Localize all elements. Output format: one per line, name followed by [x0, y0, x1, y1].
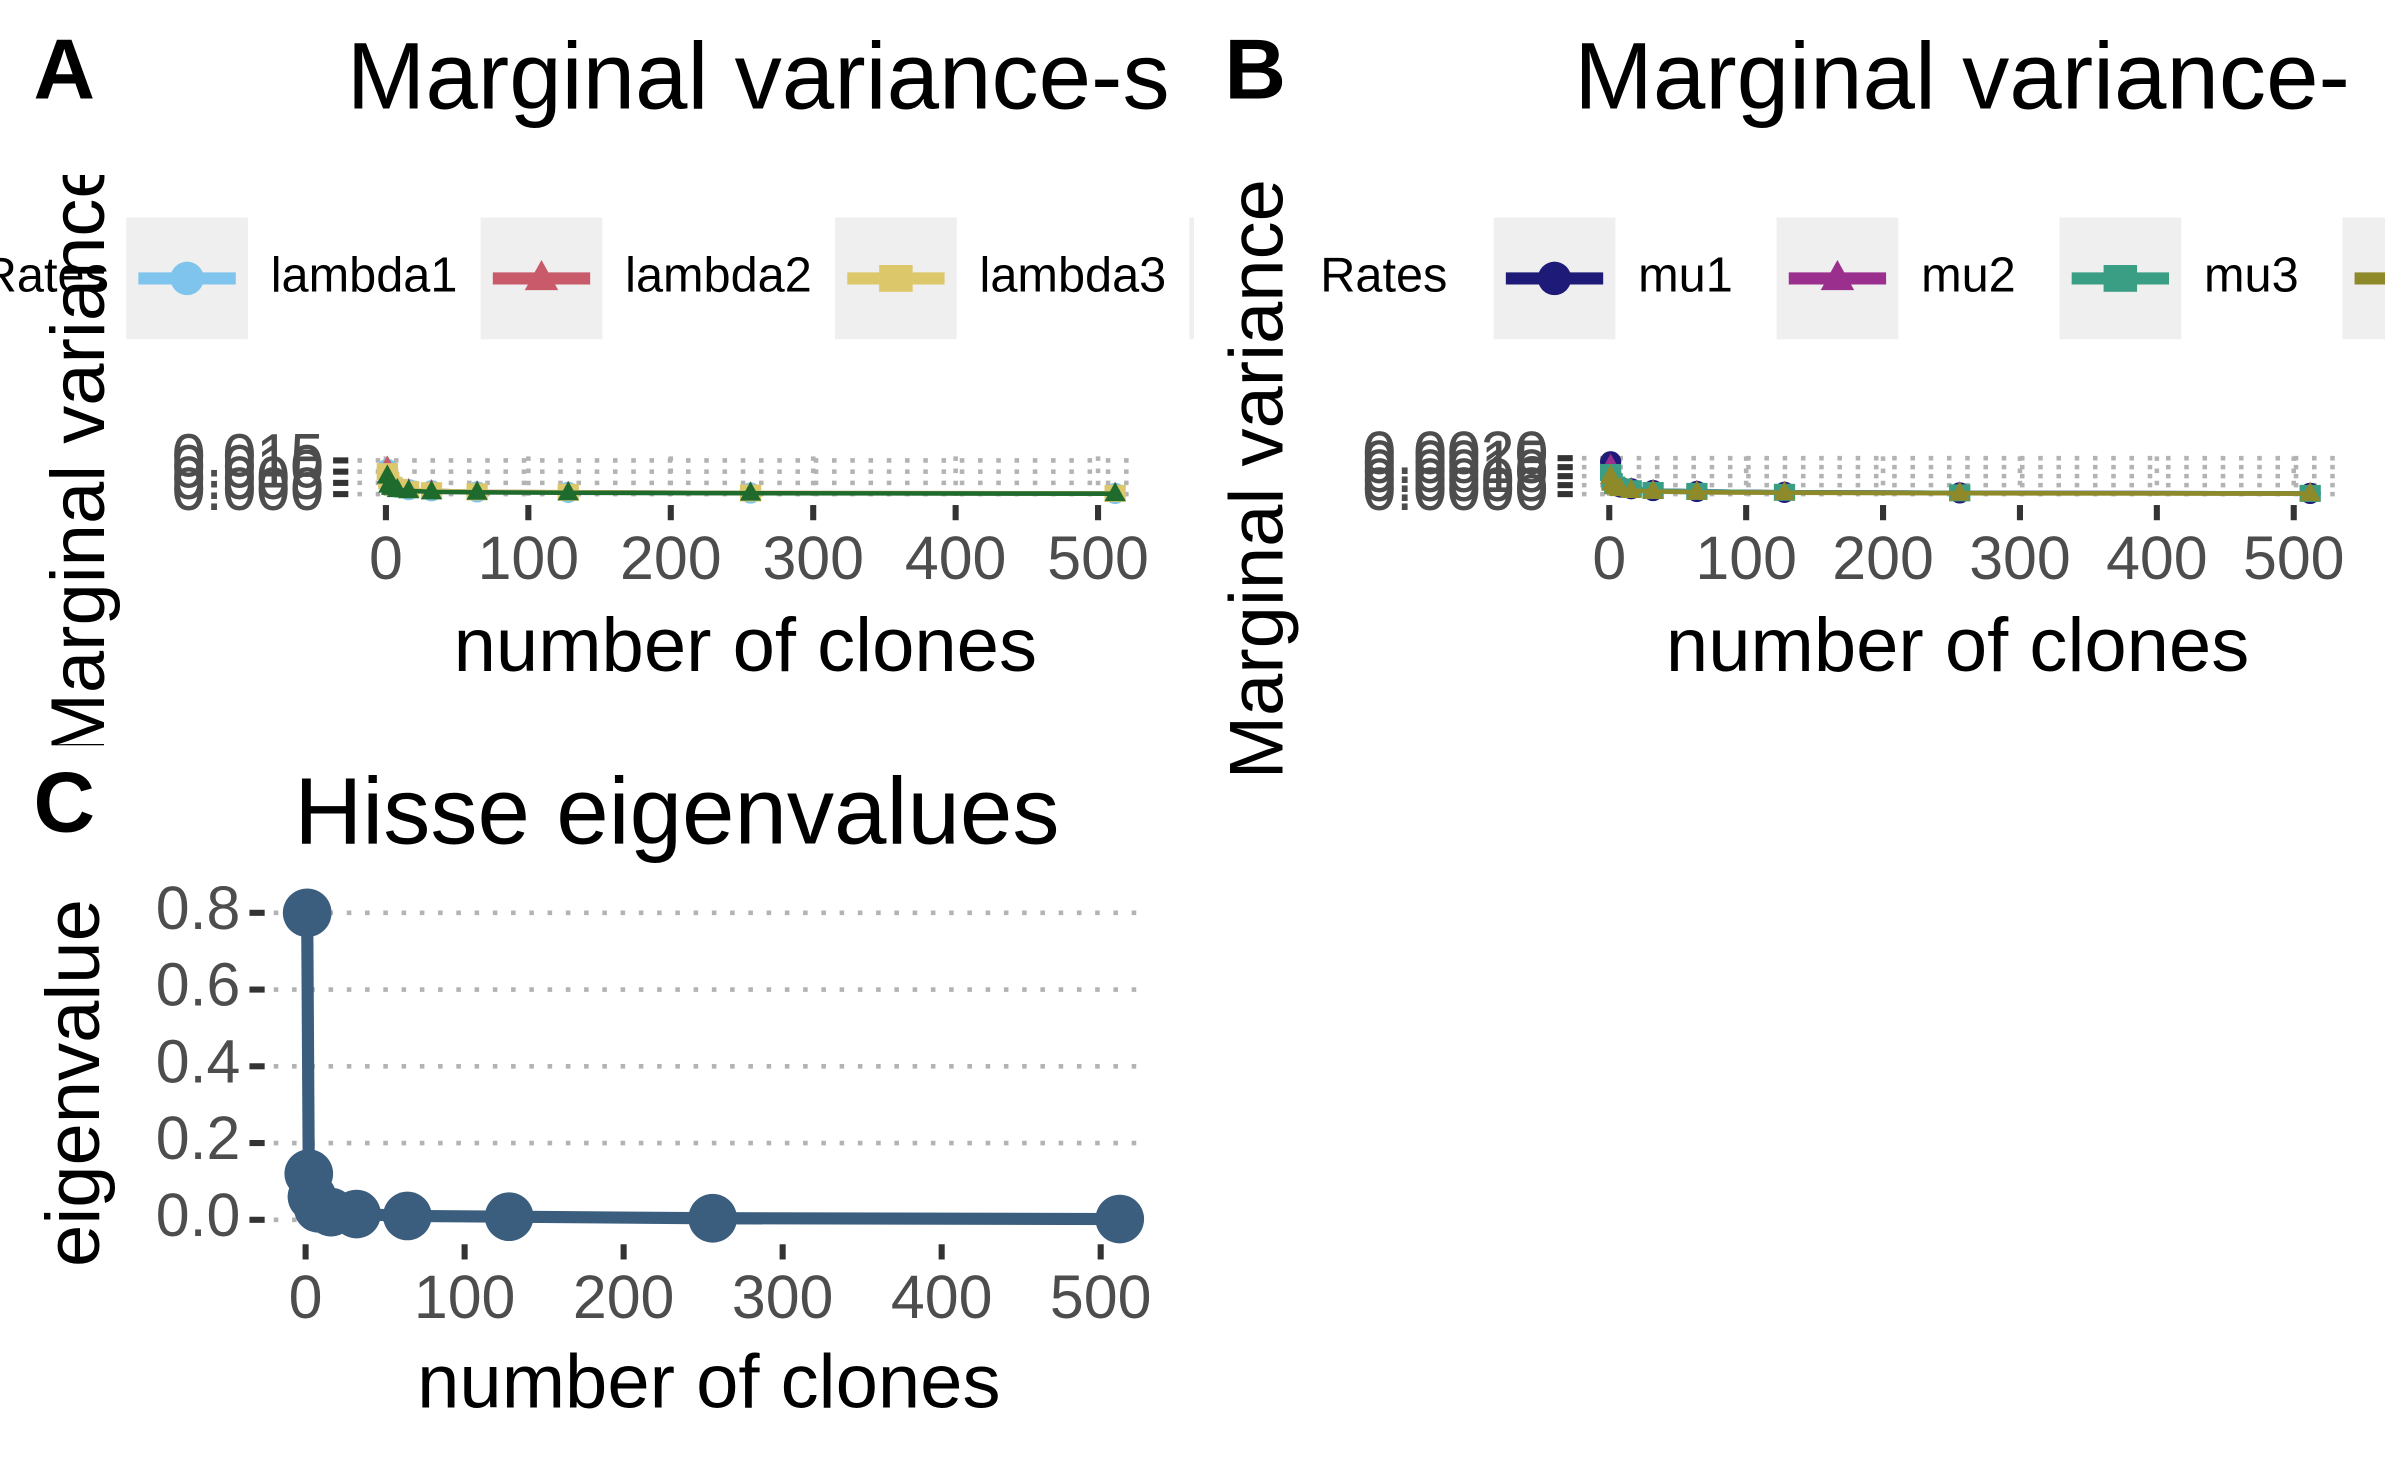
y-tick-label: 0.0020 — [1362, 419, 1548, 487]
legend-label: mu2 — [1921, 248, 2016, 302]
marker — [1949, 481, 1971, 501]
y-tick-label: 0.0010 — [1362, 437, 1548, 505]
x-tick-label: 100 — [1695, 524, 1796, 592]
y-tick-label: 0.015 — [172, 421, 324, 489]
chart-title: Marginal variance- — [1574, 24, 2350, 129]
marker — [1620, 478, 1642, 498]
legend-marker — [879, 265, 913, 292]
x-axis-label: number of clones — [454, 603, 1037, 688]
y-label-clip: Marginal variance — [36, 156, 121, 756]
legend-marker — [524, 260, 559, 291]
x-tick-label: 400 — [905, 524, 1007, 592]
x-tick-label: 500 — [1047, 524, 1149, 592]
y-tick-label: 0.0000 — [1362, 455, 1548, 523]
legend-label: lambda2 — [625, 248, 812, 302]
marker — [282, 888, 332, 938]
marker — [1095, 1194, 1145, 1244]
panel: B Marginal variance- Marginal variance numb… — [1215, 23, 2385, 779]
x-axis-label: number of clones — [417, 1339, 1000, 1424]
legend-marker — [1537, 261, 1572, 296]
x-tick-label: 0 — [1592, 524, 1626, 592]
x-axis-label: number of clones — [1666, 603, 2249, 688]
x-tick-label: 100 — [414, 1263, 516, 1331]
x-tick-label: 300 — [1969, 524, 2070, 592]
y-tick-label: 0.6 — [156, 951, 241, 1019]
legend-marker — [170, 261, 204, 296]
x-tick-label: 400 — [2106, 524, 2208, 592]
legend-label: mu3 — [2204, 248, 2299, 302]
legend-label: lambda1 — [271, 248, 458, 302]
x-tick-label: 300 — [762, 524, 864, 592]
x-tick-label: 200 — [573, 1263, 675, 1331]
legend-title: Rates — [1320, 248, 1447, 302]
marker — [1642, 479, 1664, 499]
marker — [688, 1193, 738, 1243]
x-tick-label: 500 — [1050, 1263, 1152, 1331]
y-tick-label: 0.0005 — [1362, 446, 1548, 514]
x-tick-label: 100 — [478, 524, 580, 592]
legend-title: Rates — [0, 248, 109, 302]
marker — [466, 480, 488, 500]
marker — [557, 481, 579, 501]
y-tick-label: 0.0015 — [1362, 428, 1548, 496]
marker — [1686, 480, 1708, 500]
y-tick-label: 0.8 — [156, 874, 241, 942]
chart-title: Hisse eigenvalues — [294, 758, 1059, 863]
marker — [2299, 481, 2321, 502]
y-axis-label: Marginal variance — [36, 156, 121, 756]
chart-title: Marginal variance-s — [347, 24, 1170, 129]
marker — [484, 1192, 534, 1242]
x-tick-label: 0 — [369, 524, 403, 592]
x-tick-label: 300 — [732, 1263, 834, 1331]
x-tick-label: 500 — [2243, 524, 2344, 592]
marker — [383, 1191, 432, 1241]
x-tick-label: 200 — [620, 524, 722, 592]
panel-letter: A — [33, 23, 94, 118]
marker — [420, 480, 443, 500]
y-tick-label: 0.000 — [172, 455, 324, 523]
y-tick-label: 0.005 — [172, 444, 324, 512]
legend-label: mu1 — [1638, 248, 1733, 302]
panel: A Marginal variance-s Marginal variance num… — [0, 23, 1195, 756]
y-tick-label: 0.2 — [156, 1104, 241, 1172]
legend-marker — [2103, 265, 2138, 292]
marker — [1104, 481, 1126, 502]
y-axis-label: Marginal variance — [1215, 179, 1300, 779]
y-tick-label: 0.4 — [156, 1027, 241, 1095]
panel-letter: C — [33, 756, 94, 851]
y-tick-label: 0.010 — [172, 433, 324, 501]
x-tick-label: 200 — [1832, 524, 1933, 592]
marker — [1773, 480, 1796, 501]
marker — [739, 481, 762, 501]
legend-marker — [1820, 260, 1855, 291]
panel-letter: B — [1224, 23, 1285, 118]
marker — [398, 479, 420, 499]
marker — [332, 1189, 381, 1239]
panel: C Hisse eigenvalues eigenvalue number of cl… — [31, 756, 1151, 1425]
legend-key-bg — [1189, 217, 1195, 340]
y-tick-label: 0.0 — [156, 1181, 241, 1249]
x-tick-label: 400 — [891, 1263, 993, 1331]
legend-label: lambda3 — [980, 248, 1167, 302]
y-axis-label: eigenvalue — [31, 899, 116, 1267]
x-tick-label: 0 — [289, 1263, 323, 1331]
